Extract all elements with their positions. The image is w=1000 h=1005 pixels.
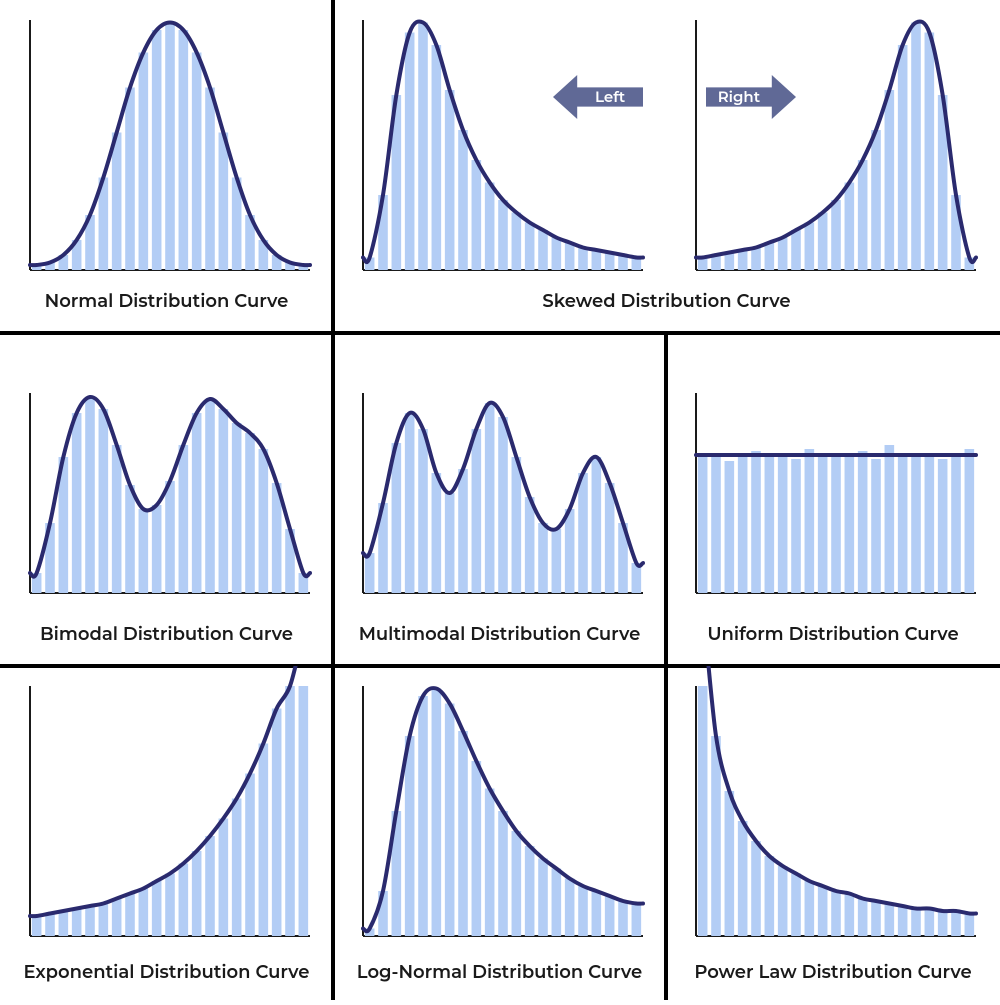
chart-uniform: Uniform Distribution Curve (666, 333, 1000, 666)
chart-powerlaw: Power Law Distribution Curve (666, 666, 1000, 1000)
label-skewed: Skewed Distribution Curve (333, 290, 1000, 312)
left-arrow-icon: Left (553, 75, 643, 119)
chart-multimodal: Multimodal Distribution Curve (333, 333, 666, 666)
chart-normal: Normal Distribution Curve (0, 0, 333, 333)
label-multimodal: Multimodal Distribution Curve (333, 623, 666, 645)
label-exponential: Exponential Distribution Curve (0, 961, 333, 983)
chart-skew_right_tail (333, 0, 666, 333)
chart-lognormal: Log-Normal Distribution Curve (333, 666, 666, 1000)
label-lognormal: Log-Normal Distribution Curve (333, 961, 666, 983)
label-normal: Normal Distribution Curve (0, 290, 333, 312)
chart-skew_left_tail (666, 0, 1000, 333)
arrow-label-left: Left (595, 87, 626, 106)
label-uniform: Uniform Distribution Curve (666, 623, 1000, 645)
right-arrow-icon: Right (706, 75, 796, 119)
arrow-label-right: Right (718, 87, 761, 106)
label-powerlaw: Power Law Distribution Curve (666, 961, 1000, 983)
label-bimodal: Bimodal Distribution Curve (0, 623, 333, 645)
chart-bimodal: Bimodal Distribution Curve (0, 333, 333, 666)
distribution-charts-page: Normal Distribution CurveSkewed Distribu… (0, 0, 1000, 1000)
chart-exponential: Exponential Distribution Curve (0, 666, 333, 1000)
